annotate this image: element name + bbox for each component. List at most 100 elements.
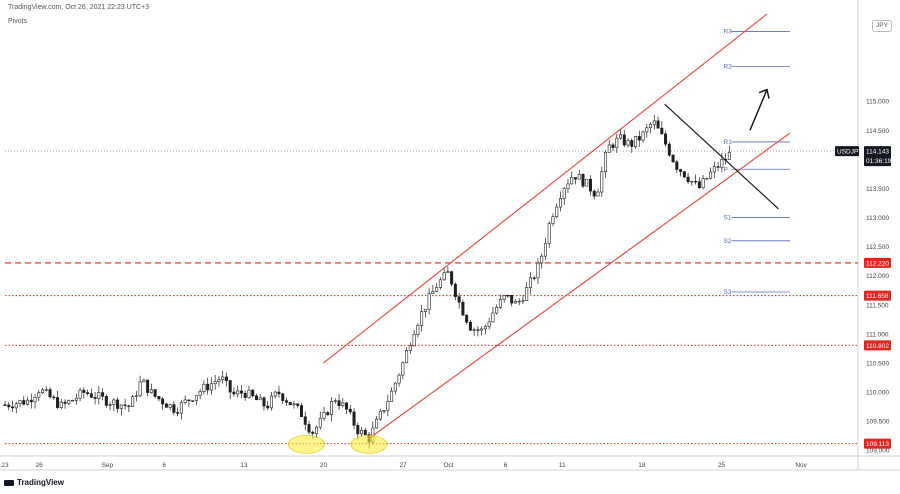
- candle-body: [431, 291, 435, 295]
- price-channel: [323, 13, 791, 439]
- price-tick-label: 112.500: [866, 244, 889, 251]
- candle-body: [97, 392, 101, 399]
- candle-body: [303, 416, 307, 425]
- time-axis: 23 26 Sep 6 13 20 27 Oct 6 11 18 25 Nov: [1, 462, 807, 469]
- current-price-text: 114.143: [866, 149, 889, 156]
- candle-body: [656, 120, 660, 129]
- candle-body: [622, 134, 626, 146]
- candle-body: [127, 405, 131, 407]
- candle-body: [528, 277, 532, 288]
- price-tick-label: 112.000: [866, 273, 889, 280]
- candle-body: [450, 271, 454, 285]
- candle-body: [585, 178, 589, 187]
- price-tick-label: 113.000: [866, 215, 889, 222]
- candle-body: [427, 293, 431, 310]
- candle-body: [67, 400, 71, 404]
- candle-body: [709, 171, 713, 179]
- candle-body: [453, 283, 457, 297]
- candle-body: [521, 300, 525, 302]
- candle-body: [112, 399, 116, 405]
- candle-body: [637, 136, 641, 141]
- level-badge-text: 110.802: [866, 343, 889, 350]
- pivot-levels: R3 R2 R1 P S1 S2 S3: [724, 28, 790, 296]
- candle-body: [438, 279, 442, 288]
- candle-body: [202, 383, 206, 392]
- candle-body: [161, 398, 165, 405]
- up-arrow-head-icon: [758, 88, 770, 99]
- candle-body: [341, 402, 345, 407]
- candle-body: [33, 396, 37, 403]
- candle-body: [727, 152, 731, 160]
- candle-body: [536, 262, 540, 279]
- candle-body: [14, 403, 18, 409]
- candle-body: [645, 127, 649, 133]
- candle-body: [300, 405, 304, 418]
- candle-body: [555, 206, 559, 217]
- time-tick-label: 13: [240, 462, 248, 469]
- price-badges: 112.220 111.658 110.802 109.113 USDJPY 114.14…: [835, 146, 892, 449]
- candle-body: [89, 393, 93, 398]
- candle-body: [701, 178, 705, 189]
- candle-body: [82, 389, 86, 393]
- candle-body: [360, 430, 364, 435]
- candle-body: [664, 133, 668, 145]
- candle-body: [119, 404, 123, 409]
- candle-body: [483, 326, 487, 330]
- candle-body: [22, 400, 26, 405]
- candle-body: [356, 424, 360, 435]
- candle-body: [213, 381, 217, 384]
- tradingview-logo-icon: [4, 479, 14, 486]
- candle-body: [11, 406, 15, 409]
- time-tick-label: 11: [559, 462, 566, 469]
- candle-body: [667, 143, 671, 156]
- level-badge-text: 109.113: [866, 441, 889, 448]
- descending-trendline: [664, 103, 779, 210]
- candle-body: [532, 277, 536, 279]
- candle-body: [705, 178, 709, 180]
- horizontal-levels: [5, 150, 858, 445]
- candle-body: [26, 399, 30, 405]
- candle-body: [619, 134, 623, 139]
- time-tick-label: Oct: [443, 462, 453, 469]
- candle-body: [146, 379, 150, 393]
- candle-body: [104, 396, 108, 406]
- candle-body: [495, 306, 499, 314]
- candle-body: [224, 376, 228, 381]
- candle-body: [476, 329, 480, 331]
- candle-body: [254, 395, 258, 401]
- candle-body: [93, 397, 97, 399]
- candle-body: [641, 131, 645, 141]
- candle-body: [577, 174, 581, 180]
- candle-body: [510, 294, 514, 304]
- candle-body: [525, 287, 529, 301]
- candle-body: [611, 144, 615, 148]
- candle-body: [682, 171, 686, 178]
- candle-body: [386, 401, 390, 411]
- candle-body: [221, 376, 225, 381]
- level-badge-text: 112.220: [866, 260, 889, 267]
- candle-body: [86, 392, 90, 394]
- time-tick-label: 18: [638, 462, 646, 469]
- candle-body: [540, 255, 544, 264]
- price-tick-label: 110.000: [866, 390, 889, 397]
- candle-body: [649, 124, 653, 129]
- candle-body: [176, 412, 180, 414]
- candle-body: [101, 392, 105, 397]
- candle-body: [461, 301, 465, 316]
- candle-body: [442, 272, 446, 281]
- candle-body: [191, 400, 195, 402]
- candle-body: [59, 401, 63, 408]
- candle-body: [607, 144, 611, 153]
- candle-body: [480, 328, 484, 331]
- candle-body: [551, 216, 555, 224]
- currency-badge[interactable]: JPY: [872, 20, 892, 32]
- candle-body: [604, 152, 608, 173]
- pivot-label-r2: R2: [724, 63, 733, 70]
- time-tick-label: 6: [162, 462, 166, 469]
- candle-body: [675, 161, 679, 170]
- candles: [3, 114, 731, 449]
- candle-body: [412, 333, 416, 347]
- candle-body: [487, 321, 491, 327]
- candle-body: [236, 390, 240, 395]
- candle-body: [686, 176, 690, 183]
